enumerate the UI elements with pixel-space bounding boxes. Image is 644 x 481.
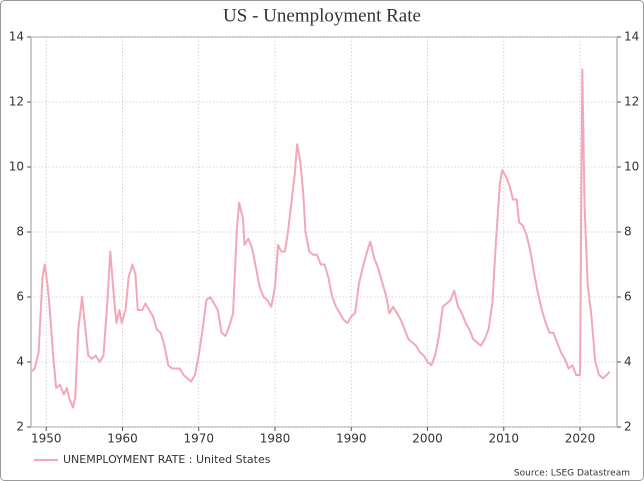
- y-tick-label-right: 8: [624, 225, 632, 239]
- y-tick-label: 2: [16, 420, 24, 434]
- legend-label: UNEMPLOYMENT RATE : United States: [63, 453, 271, 466]
- data-line: [30, 68, 611, 409]
- y-tick-label-right: 12: [624, 95, 639, 109]
- y-tick-label-right: 10: [624, 160, 639, 174]
- x-tick-label: 1950: [31, 432, 62, 446]
- y-tick-label: 10: [9, 160, 24, 174]
- chart-title: US - Unemployment Rate: [223, 5, 421, 26]
- x-tick-label: 1990: [336, 432, 367, 446]
- y-tick-label: 6: [16, 290, 24, 304]
- y-tick-label-right: 4: [624, 355, 632, 369]
- y-tick-label: 12: [9, 95, 24, 109]
- x-tick-label: 1970: [183, 432, 214, 446]
- source-note: Source: LSEG Datastream: [514, 469, 630, 479]
- y-tick-label: 8: [16, 225, 24, 239]
- x-tick-label: 2010: [488, 432, 519, 446]
- x-tick-label: 1980: [260, 432, 291, 446]
- y-tick-label-right: 2: [624, 420, 632, 434]
- y-tick-label: 4: [16, 355, 24, 369]
- x-tick-label: 2000: [412, 432, 443, 446]
- y-tick-label-right: 14: [624, 30, 639, 44]
- x-tick-label: 1960: [107, 432, 138, 446]
- y-tick-label-right: 6: [624, 290, 632, 304]
- x-tick-label: 2020: [565, 432, 596, 446]
- y-tick-label: 14: [9, 30, 24, 44]
